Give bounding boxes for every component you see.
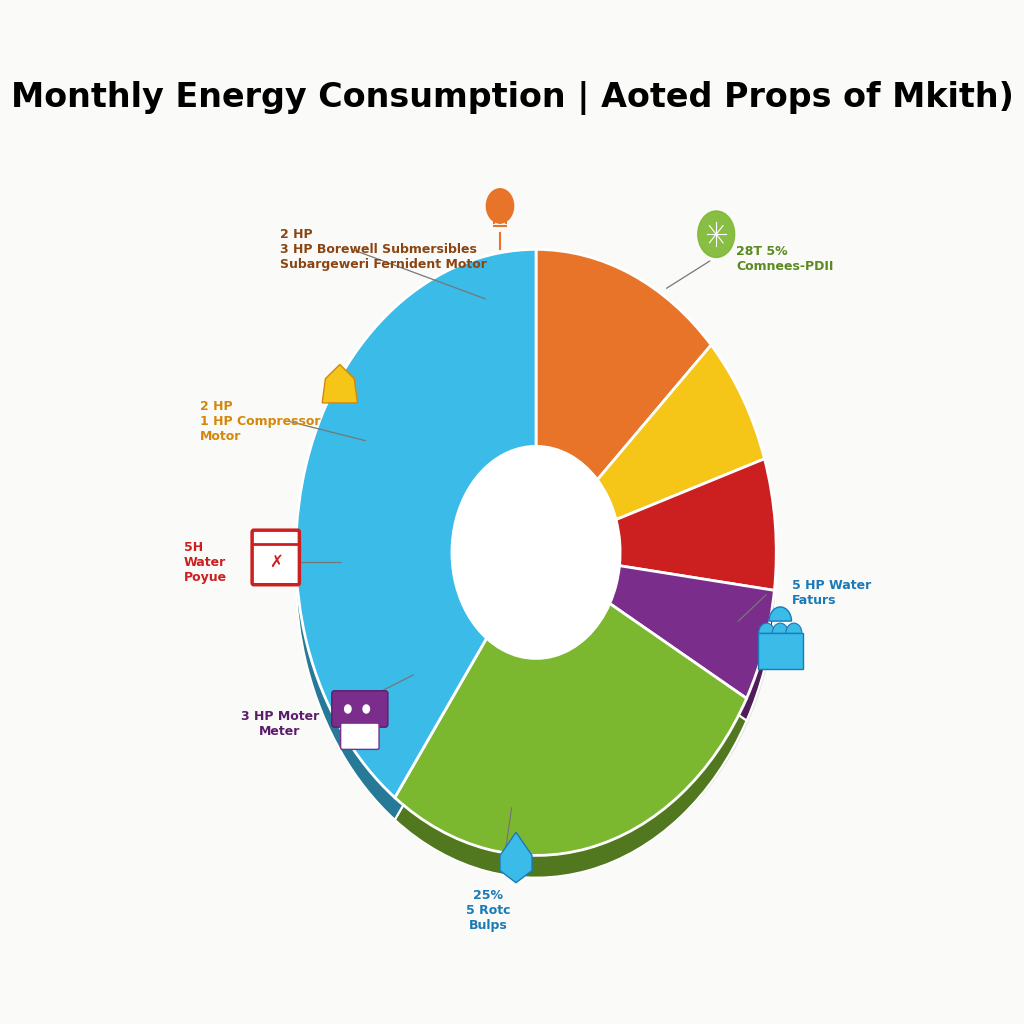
Circle shape — [486, 188, 514, 223]
Text: 2 HP
1 HP Compressor
Motor: 2 HP 1 HP Compressor Motor — [200, 399, 321, 442]
Wedge shape — [769, 607, 792, 622]
FancyBboxPatch shape — [252, 530, 299, 585]
Circle shape — [452, 446, 621, 658]
Text: ✗: ✗ — [269, 553, 283, 570]
Text: 25%
5 Rotc
Bulps: 25% 5 Rotc Bulps — [466, 890, 510, 933]
Wedge shape — [609, 565, 774, 698]
Polygon shape — [500, 833, 532, 883]
FancyBboxPatch shape — [341, 723, 379, 750]
Circle shape — [364, 705, 370, 713]
Wedge shape — [609, 588, 774, 721]
Wedge shape — [597, 345, 765, 519]
Text: 3 HP Moter
Meter: 3 HP Moter Meter — [241, 710, 318, 738]
Wedge shape — [597, 368, 765, 542]
Wedge shape — [296, 271, 536, 820]
Text: 2 HP
3 HP Borewell Submersibles
Subargeweri Fernident Motor: 2 HP 3 HP Borewell Submersibles Subargew… — [280, 228, 486, 271]
Wedge shape — [785, 624, 802, 633]
Text: Monthly Energy Consumption | Aoted Props of Mkith): Monthly Energy Consumption | Aoted Props… — [10, 81, 1014, 115]
Wedge shape — [536, 271, 711, 502]
Text: 5 HP Water
Faturs: 5 HP Water Faturs — [793, 579, 871, 607]
Text: 5H
Water
Poyue: 5H Water Poyue — [183, 541, 226, 584]
Circle shape — [697, 211, 734, 257]
Polygon shape — [323, 365, 357, 402]
Wedge shape — [395, 626, 746, 878]
Wedge shape — [759, 624, 775, 633]
FancyBboxPatch shape — [332, 691, 388, 727]
Wedge shape — [616, 459, 776, 591]
Wedge shape — [772, 624, 788, 633]
FancyBboxPatch shape — [758, 633, 803, 669]
Circle shape — [319, 295, 776, 870]
Wedge shape — [296, 250, 536, 798]
Circle shape — [452, 469, 621, 681]
Wedge shape — [536, 250, 711, 480]
Wedge shape — [616, 481, 776, 612]
Wedge shape — [395, 603, 746, 855]
Text: 28T 5%
Comnees-PDII: 28T 5% Comnees-PDII — [736, 246, 834, 273]
Circle shape — [345, 705, 351, 713]
